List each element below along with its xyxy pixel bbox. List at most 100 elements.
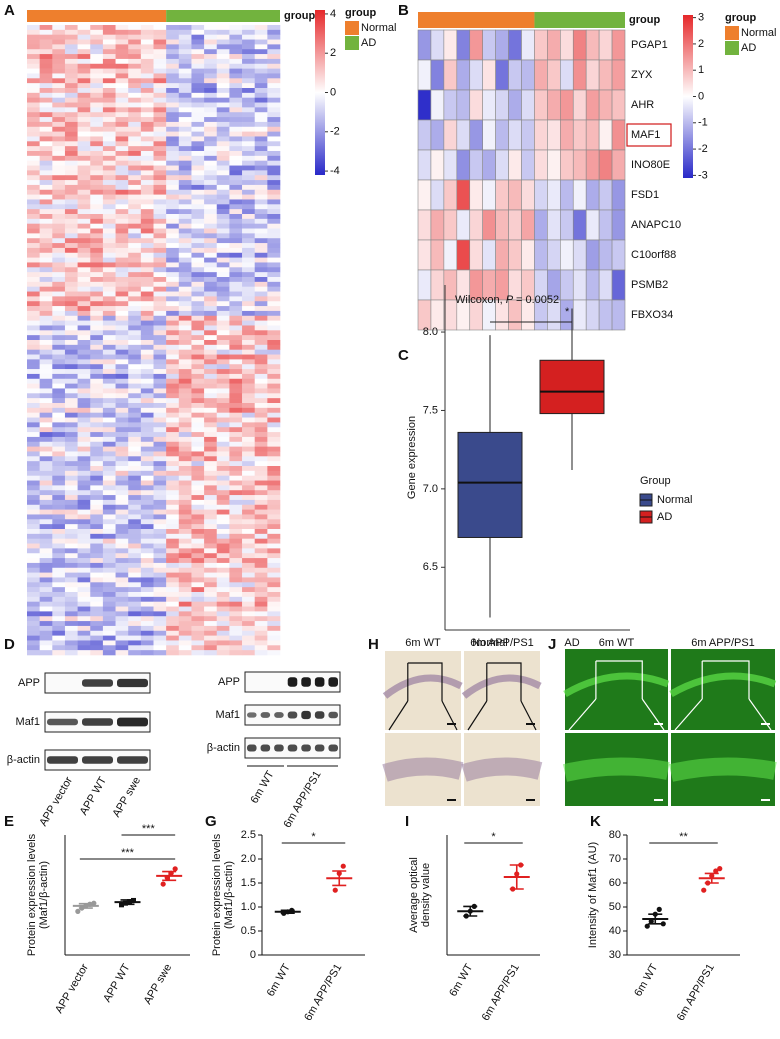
heatmap-texture xyxy=(166,194,180,200)
heatmap-texture xyxy=(191,214,205,220)
heatmap-texture xyxy=(242,470,255,476)
heatmap-texture xyxy=(191,407,205,413)
heatmap-texture xyxy=(52,257,66,263)
heatmap-texture xyxy=(77,504,91,510)
heatmap-texture xyxy=(52,199,66,205)
heatmap-texture xyxy=(90,446,104,452)
heatmap-texture xyxy=(242,349,255,355)
heatmap-texture xyxy=(242,640,255,646)
heatmap-texture xyxy=(140,252,154,258)
heatmap-cell xyxy=(534,239,548,271)
heatmap-texture xyxy=(102,359,116,365)
heatmap-texture xyxy=(27,611,40,617)
heatmap-texture xyxy=(153,39,167,45)
heatmap-texture xyxy=(77,281,91,287)
heatmap-texture xyxy=(178,131,192,137)
heatmap-texture xyxy=(64,519,78,525)
heatmap-texture xyxy=(140,601,154,607)
heatmap-texture xyxy=(115,228,129,234)
heatmap-texture xyxy=(27,175,40,181)
heatmap-texture xyxy=(204,92,218,98)
heatmap-texture xyxy=(52,456,66,462)
heatmap-texture xyxy=(64,582,78,588)
heatmap-texture xyxy=(90,189,104,195)
heatmap-texture xyxy=(52,194,66,200)
heatmap-texture xyxy=(254,567,268,573)
data-point xyxy=(701,887,707,893)
heatmap-texture xyxy=(178,441,192,447)
heatmap-texture xyxy=(153,475,167,481)
legend-swatch xyxy=(725,41,739,55)
heatmap-texture xyxy=(254,558,268,564)
heatmap-texture xyxy=(229,485,243,491)
heatmap-texture xyxy=(153,194,167,200)
colorbar-label: 4 xyxy=(330,8,336,20)
heatmap-texture xyxy=(115,461,129,467)
heatmap-cell xyxy=(572,299,587,331)
heatmap-texture xyxy=(90,335,104,341)
heatmap-texture xyxy=(267,388,281,394)
heatmap-texture xyxy=(90,194,104,200)
heatmap-texture xyxy=(229,562,243,569)
y-tick-label: 0 xyxy=(250,949,256,961)
heatmap-texture xyxy=(77,548,91,554)
heatmap-cell xyxy=(534,209,548,241)
heatmap-texture xyxy=(242,63,255,69)
heatmap-texture xyxy=(128,427,142,433)
heatmap-texture xyxy=(128,335,142,341)
heatmap-texture xyxy=(64,325,78,331)
heatmap-cell xyxy=(508,89,522,121)
heatmap-texture xyxy=(64,349,78,355)
heatmap-texture xyxy=(178,456,192,462)
heatmap-texture xyxy=(64,495,78,501)
heatmap-texture xyxy=(115,126,129,132)
heatmap-texture xyxy=(216,388,230,394)
heatmap-texture xyxy=(216,645,230,651)
heatmap-texture xyxy=(115,315,129,321)
heatmap-cell xyxy=(443,29,458,61)
heatmap-texture xyxy=(204,310,218,317)
heatmap-texture xyxy=(191,562,205,569)
heatmap-texture xyxy=(115,635,129,641)
heatmap-texture xyxy=(178,344,192,350)
heatmap-texture xyxy=(153,44,167,50)
heatmap-texture xyxy=(153,398,167,404)
heatmap-texture xyxy=(204,524,218,530)
heatmap-texture xyxy=(254,165,268,171)
heatmap-texture xyxy=(52,398,66,404)
heatmap-texture xyxy=(102,393,116,399)
heatmap-cell xyxy=(585,59,600,91)
heatmap-texture xyxy=(254,422,268,428)
heatmap-texture xyxy=(64,306,78,312)
heatmap-texture xyxy=(128,209,142,215)
heatmap-texture xyxy=(254,635,268,641)
blot-band xyxy=(287,677,298,687)
heatmap-texture xyxy=(27,335,40,341)
heatmap-texture xyxy=(153,136,167,142)
heatmap-texture xyxy=(229,214,243,220)
heatmap-texture xyxy=(102,645,116,651)
heatmap-texture xyxy=(204,383,218,389)
heatmap-texture xyxy=(204,218,218,224)
heatmap-texture xyxy=(90,58,104,65)
heatmap-texture xyxy=(242,277,255,283)
heatmap-texture xyxy=(153,509,167,515)
heatmap-texture xyxy=(64,456,78,462)
heatmap-texture xyxy=(229,25,243,31)
heatmap-texture xyxy=(52,58,66,65)
heatmap-texture xyxy=(216,107,230,113)
heatmap-texture xyxy=(128,514,142,520)
heatmap-texture xyxy=(140,160,154,166)
heatmap-texture xyxy=(64,383,78,389)
heatmap-texture xyxy=(39,88,53,94)
heatmap-texture xyxy=(254,330,268,336)
heatmap-texture xyxy=(254,446,268,452)
heatmap-texture xyxy=(242,54,255,60)
heatmap-texture xyxy=(216,301,230,307)
heatmap-texture xyxy=(267,126,281,132)
heatmap-texture xyxy=(204,146,218,152)
heatmap-texture xyxy=(204,480,218,486)
heatmap-texture xyxy=(140,63,154,69)
heatmap-texture xyxy=(27,68,40,74)
heatmap-texture xyxy=(128,170,142,176)
